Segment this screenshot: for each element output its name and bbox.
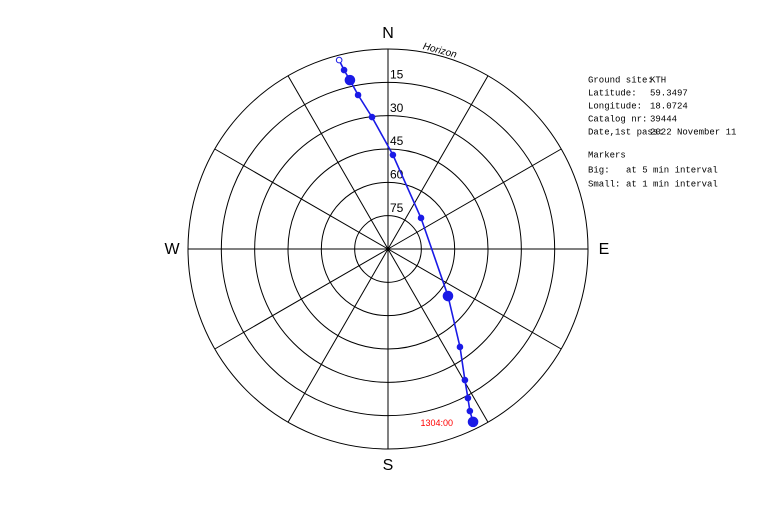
info-panel: Ground site:KTH Latitude: 59.3497 Longitude… — [588, 75, 736, 189]
track-marker — [466, 407, 474, 415]
info-label: Longitude: — [588, 101, 642, 111]
marker-label: Big: — [588, 165, 610, 175]
marker-label: Small: — [588, 179, 620, 189]
track-marker — [344, 74, 356, 86]
track-marker — [354, 91, 362, 99]
track-marker — [464, 394, 472, 402]
direction-label: N — [382, 25, 394, 42]
info-label: Ground site: — [588, 75, 653, 85]
info-markers-title: Markers — [588, 150, 626, 160]
marker-value: at 1 min interval — [626, 179, 718, 189]
track-marker — [335, 56, 343, 64]
track-marker — [461, 376, 469, 384]
track-marker — [456, 343, 464, 351]
ring-label: 75 — [390, 201, 404, 215]
direction-label: E — [599, 241, 610, 258]
ring-label: 45 — [390, 134, 404, 148]
elevation-ring — [320, 181, 456, 317]
elevation-ring — [220, 81, 556, 417]
elevation-ring — [287, 148, 489, 350]
marker-value: at 5 min interval — [626, 165, 718, 175]
track-line — [338, 59, 474, 423]
track-marker — [467, 416, 479, 428]
horizon-label: Horizon — [422, 41, 459, 61]
info-value: KTH — [650, 75, 666, 85]
track-marker — [442, 290, 454, 302]
info-value: 18.0724 — [650, 101, 688, 111]
direction-label: S — [383, 457, 394, 474]
track-marker — [389, 151, 397, 159]
info-label: Date,1st pass: — [588, 127, 664, 137]
elevation-ring — [254, 115, 522, 383]
info-label: Latitude: — [588, 88, 637, 98]
time-annotation: 1304:00 — [421, 418, 454, 428]
ring-label: 30 — [390, 101, 404, 115]
direction-label: W — [164, 241, 180, 258]
info-value: 59.3497 — [650, 88, 688, 98]
track-marker — [368, 113, 376, 121]
info-label: Catalog nr: — [588, 114, 647, 124]
info-value: 39444 — [650, 114, 677, 124]
elevation-ring — [354, 215, 422, 283]
track-marker — [417, 214, 425, 222]
info-value: 2022 November 11 — [650, 127, 736, 137]
track-marker — [340, 66, 348, 74]
ring-label: 15 — [390, 68, 404, 82]
